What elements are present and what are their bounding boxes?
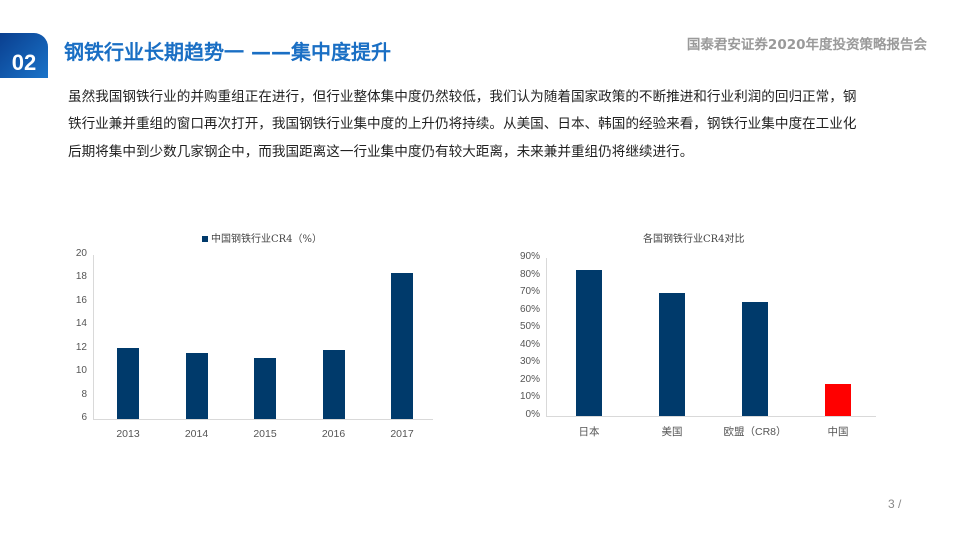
chart-title: 各国钢铁行业CR4对比 [643,234,745,245]
y-tick-label: 20 [75,248,87,259]
y-tick-label: 18 [75,271,87,283]
y-tick-label: 30% [519,356,540,368]
x-tick-label: 欧盟（CR8） [723,426,787,438]
y-tick-label: 70% [519,286,540,298]
bar-2015 [254,358,276,419]
y-tick-label: 6 [81,412,87,423]
x-axis [546,416,876,417]
y-tick-label: 20% [519,373,540,385]
bar-美国 [659,293,685,416]
bar-欧盟（CR8） [742,301,768,416]
x-tick-label: 中国 [827,426,849,438]
y-tick-label: 14 [75,318,87,330]
y-tick-label: 16 [75,294,87,306]
y-tick-label: 50% [519,321,540,333]
bar-2016 [322,349,345,419]
y-tick-label: 60% [519,303,540,315]
y-axis [93,255,94,419]
y-axis [546,258,547,416]
body-paragraph: 虽然我国钢铁行业的并购重组正在进行，但行业整体集中度仍然较低，我们认为随着国家政… [68,89,857,160]
y-tick-label: 10% [519,391,540,403]
bar-2014 [185,353,208,419]
bar-日本 [576,270,602,416]
bar-2017 [391,272,413,419]
y-tick-label: 90% [519,251,540,262]
x-tick-label: 2016 [321,428,346,440]
x-tick-label: 日本 [578,426,600,438]
x-tick-label: 美国 [661,426,683,438]
section-number: 02 [11,50,37,75]
legend-swatch-icon [202,235,208,242]
y-tick-label: 10 [75,365,87,377]
bar-2013 [117,347,139,419]
report-name: 国泰君安证券2020年度投资策略报告会 [686,37,927,53]
y-tick-label: 40% [519,338,540,350]
y-tick-label: 80% [519,268,540,280]
legend-label: 中国钢铁行业CR4（%） [211,234,323,245]
section-number-badge: 02 [0,33,48,78]
chart-legend: 中国钢铁行业CR4（%） [202,230,322,245]
x-tick-label: 2017 [390,428,414,440]
x-tick-label: 2015 [253,428,277,440]
bar-中国 [825,384,851,416]
y-tick-label: 12 [75,341,87,353]
page-number: 3 / [888,497,902,511]
x-tick-label: 2014 [184,428,209,440]
y-tick-label: 8 [81,388,87,400]
y-tick-label: 0% [525,409,540,420]
page-title: 钢铁行业长期趋势一 ——集中度提升 [64,40,391,64]
x-axis [93,419,433,420]
china-cr4-chart: 中国钢铁行业CR4（%） 20 18 16 14 12 10 8 6 2013 2014 2015… [75,230,433,440]
x-tick-label: 2013 [116,428,140,440]
